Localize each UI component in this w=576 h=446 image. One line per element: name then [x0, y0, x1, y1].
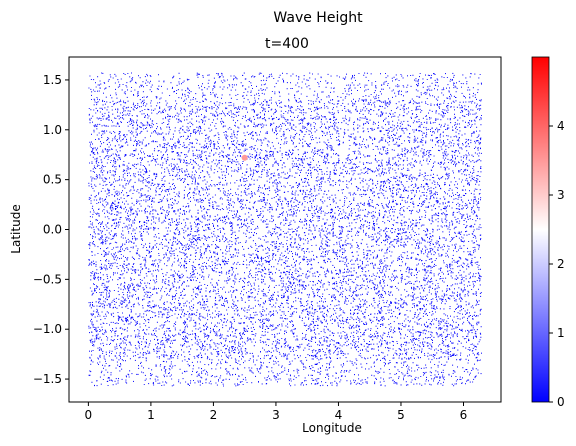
y-tick-label: 0.5 — [43, 173, 62, 187]
x-tick-label: 2 — [210, 408, 218, 422]
x-tick-label: 3 — [272, 408, 280, 422]
y-axis-label: Latitude — [9, 204, 23, 253]
plot-frame — [68, 56, 502, 403]
y-tick-label: −1.5 — [33, 372, 62, 386]
highlight-points — [241, 154, 248, 161]
x-tick-label: 1 — [147, 408, 155, 422]
y-tick-label: 1.5 — [43, 73, 62, 87]
colorbar-tick-label: 2 — [557, 257, 565, 271]
colorbar-tick-label: 1 — [557, 326, 565, 340]
point-cloud — [88, 72, 482, 387]
colorbar-tick-label: 0 — [557, 395, 565, 409]
x-tick-label: 0 — [85, 408, 93, 422]
y-tick-label: 0.0 — [43, 223, 62, 237]
colorbar-tick-label: 3 — [557, 188, 565, 202]
highlight-point — [241, 154, 248, 161]
y-axis-ticks: −1.5 −1.0 −0.5 0.0 0.5 1.0 1.5 — [33, 73, 69, 386]
x-axis-ticks: 0 1 2 3 4 5 6 — [85, 402, 468, 422]
x-tick-label: 5 — [397, 408, 405, 422]
y-tick-label: 1.0 — [43, 123, 62, 137]
figure-suptitle: Wave Height — [273, 10, 363, 26]
x-axis-label: Longitude — [302, 421, 362, 435]
x-tick-label: 6 — [460, 408, 468, 422]
scatter-points — [88, 72, 482, 387]
y-tick-label: −0.5 — [33, 272, 62, 286]
colorbar-ticks: 0 1 2 3 4 — [549, 119, 565, 409]
y-tick-label: −1.0 — [33, 322, 62, 336]
chart-title: t=400 — [265, 36, 309, 52]
colorbar — [531, 56, 550, 403]
x-tick-label: 4 — [335, 408, 343, 422]
colorbar-tick-label: 4 — [557, 119, 565, 133]
